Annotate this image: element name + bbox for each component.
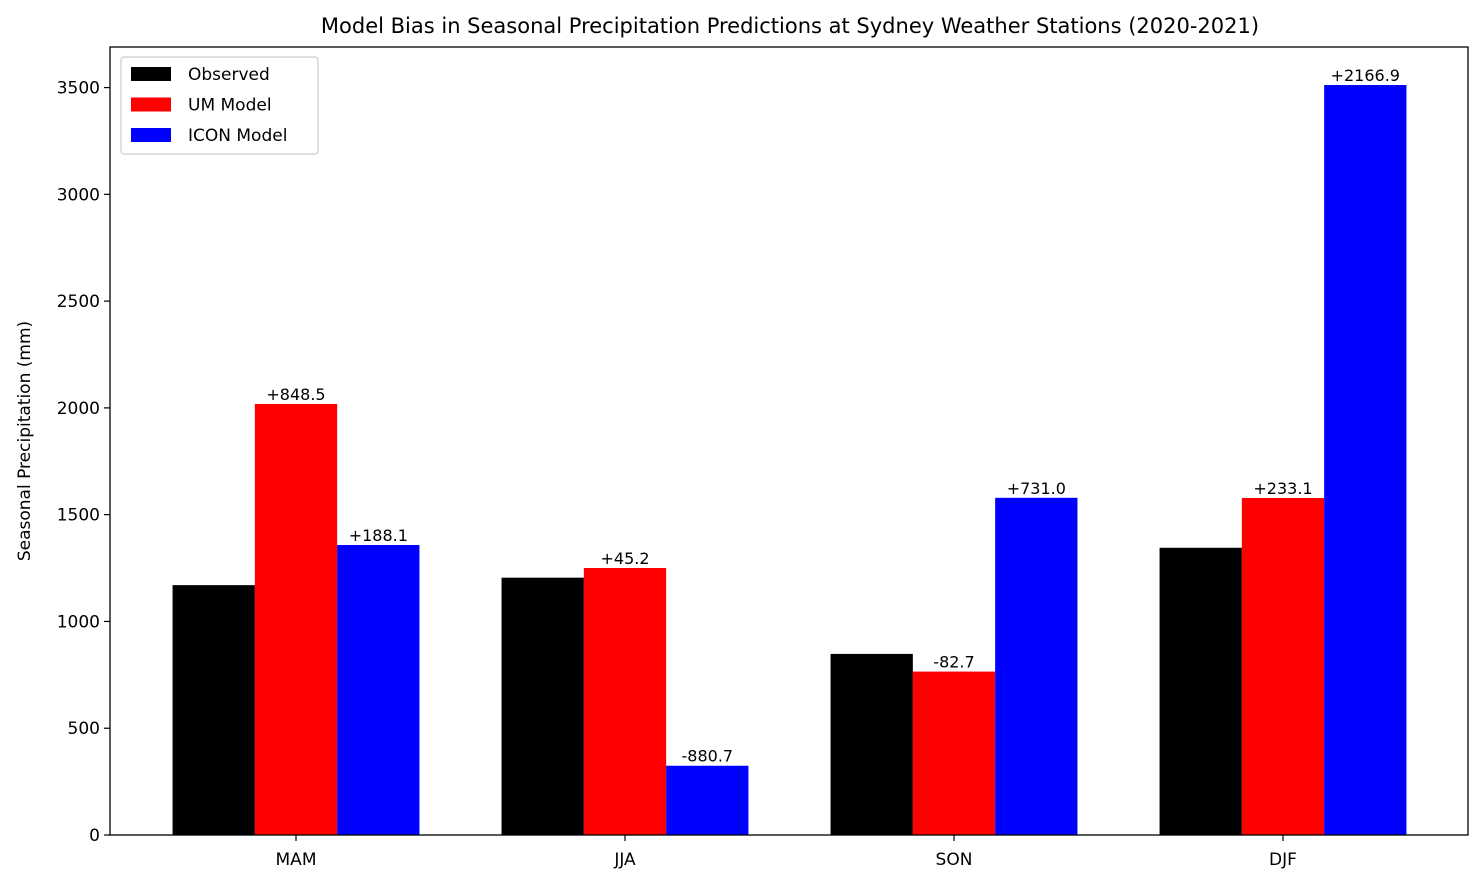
bar-um-model-djf — [1241, 497, 1325, 835]
bar-icon-model-djf — [1324, 85, 1407, 836]
bar-icon-model-son — [995, 497, 1078, 835]
bar-value-label: -880.7 — [682, 747, 734, 766]
y-tick-label: 500 — [68, 719, 100, 739]
bar-um-model-mam — [254, 403, 338, 835]
legend: Observed UM Model ICON Model — [120, 56, 319, 155]
bar-observed-son — [830, 653, 913, 835]
y-tick-label: 2500 — [57, 292, 100, 312]
y-axis: 0 500 1000 1500 2000 2500 3000 3500 — [57, 79, 110, 846]
bar-observed-jja — [501, 577, 584, 835]
bar-icon-model-mam — [337, 544, 420, 835]
bar-observed-mam — [172, 585, 255, 835]
legend-swatch-observed — [131, 67, 171, 81]
plot-frame — [109, 46, 1469, 836]
value-labels-layer: +848.5 +45.2 -82.7 +233.1 +188.1 -880.7 +731.0… — [266, 66, 1400, 766]
y-axis-label: Seasonal Precipitation (mm) — [15, 321, 35, 561]
bar-value-label: +2166.9 — [1331, 66, 1400, 85]
bar-icon-model-jja — [666, 765, 749, 835]
y-tick-label: 0 — [89, 826, 100, 846]
x-tick-label: JJA — [613, 850, 636, 870]
x-tick-label: MAM — [276, 850, 317, 870]
bars-layer — [172, 85, 1407, 836]
y-tick-label: 1000 — [57, 612, 100, 632]
y-tick-label: 1500 — [57, 506, 100, 526]
legend-label-icon-model: ICON Model — [188, 126, 287, 146]
y-tick-label: 3500 — [57, 79, 100, 99]
y-tick-label: 3000 — [57, 185, 100, 205]
bar-um-model-son — [912, 671, 996, 835]
bar-value-label: -82.7 — [933, 653, 974, 672]
legend-swatch-icon-model — [131, 128, 171, 142]
legend-label-um-model: UM Model — [188, 96, 272, 116]
x-tick-label: SON — [936, 850, 973, 870]
legend-label-observed: Observed — [188, 65, 270, 85]
bar-value-label: +848.5 — [266, 385, 325, 404]
bar-value-label: +45.2 — [600, 549, 649, 568]
bar-value-label: +233.1 — [1253, 479, 1312, 498]
bar-um-model-jja — [583, 568, 667, 835]
chart-title: Model Bias in Seasonal Precipitation Pre… — [321, 14, 1259, 38]
bar-value-label: +731.0 — [1007, 479, 1066, 498]
legend-swatch-um-model — [131, 97, 171, 112]
x-axis: MAM JJA SON DJF — [276, 835, 1297, 870]
bar-observed-djf — [1159, 547, 1242, 835]
bar-value-label: +188.1 — [349, 526, 408, 545]
y-tick-label: 2000 — [57, 399, 100, 419]
x-tick-label: DJF — [1269, 850, 1297, 870]
